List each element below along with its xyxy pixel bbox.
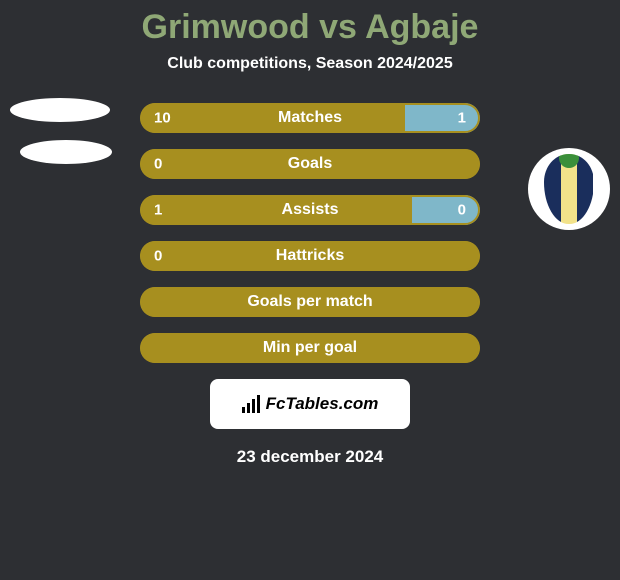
bar-fill-right (412, 195, 480, 225)
bar-value-left: 0 (154, 156, 162, 173)
bar-label: Hattricks (276, 247, 344, 265)
bar-value-right: 0 (458, 202, 466, 219)
bar-value-left: 0 (154, 248, 162, 265)
fctables-logo: FcTables.com (210, 379, 410, 429)
comparison-infographic: Grimwood vs Agbaje Club competitions, Se… (0, 0, 620, 580)
bar-label: Goals (288, 155, 332, 173)
stat-bar-row: Matches 10 1 (140, 103, 480, 133)
bar-fill-left (140, 195, 412, 225)
bar-label: Min per goal (263, 339, 357, 357)
date-text: 23 december 2024 (0, 447, 620, 467)
bar-fill-right (405, 103, 480, 133)
bar-label: Assists (282, 201, 339, 219)
stats-area: Matches101Goals0Assists10Hattricks0Goals… (0, 103, 620, 363)
club-crest-icon (528, 148, 610, 230)
oval-placeholder-2 (20, 140, 112, 164)
bar-fill-left (140, 103, 405, 133)
oval-placeholder-1 (10, 98, 110, 122)
logo-text: FcTables.com (266, 394, 379, 414)
bar-value-right: 1 (458, 110, 466, 127)
right-player-badge (528, 148, 610, 230)
bar-label: Goals per match (247, 293, 372, 311)
stat-bar-row: Assists 1 0 (140, 195, 480, 225)
bar-chart-icon (242, 395, 260, 413)
stat-bar-row: Hattricks 0 (140, 241, 480, 271)
bar-label: Matches (278, 109, 342, 127)
bar-value-left: 1 (154, 202, 162, 219)
subtitle: Club competitions, Season 2024/2025 (0, 55, 620, 73)
stat-bar-row: Goals per match (140, 287, 480, 317)
stat-bars: Matches101Goals0Assists10Hattricks0Goals… (140, 103, 480, 363)
page-title: Grimwood vs Agbaje (0, 0, 620, 47)
left-player-badge (10, 98, 112, 164)
stat-bar-row: Goals 0 (140, 149, 480, 179)
bar-value-left: 10 (154, 110, 171, 127)
stat-bar-row: Min per goal (140, 333, 480, 363)
